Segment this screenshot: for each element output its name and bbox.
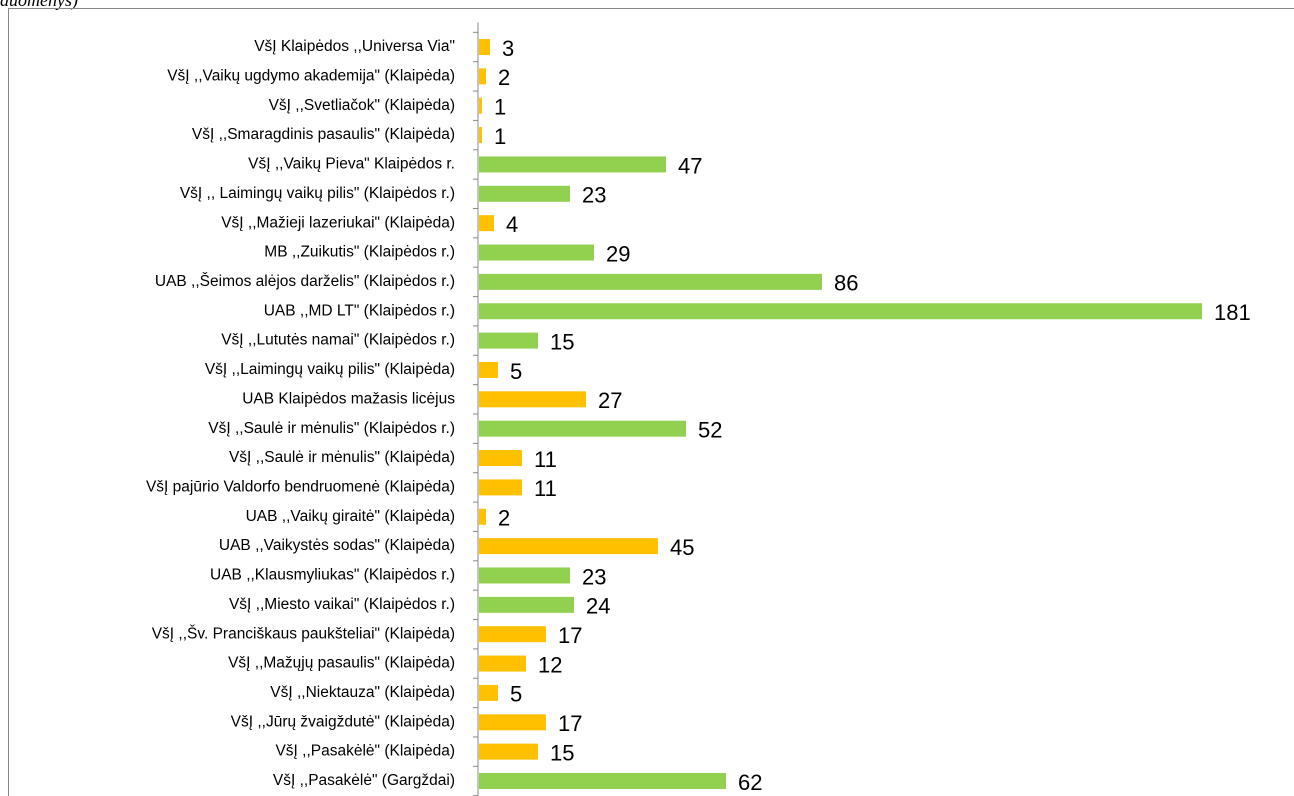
- value-label: 12: [538, 652, 562, 677]
- category-label: VšĮ ,,Vaikų ugdymo akademija" (Klaipėda): [167, 67, 455, 84]
- value-label: 11: [534, 476, 557, 501]
- bar: [479, 127, 482, 144]
- category-label: VšĮ ,,Svetliačok" (Klaipėda): [269, 97, 455, 114]
- value-label: 5: [510, 359, 522, 384]
- bar: [479, 567, 570, 584]
- category-label: VšĮ Klaipėdos ,,Universa Via": [254, 38, 455, 55]
- category-label: VšĮ ,,Pasakėlė" (Klaipėda): [275, 743, 455, 760]
- value-label: 4: [506, 212, 518, 237]
- bar: [479, 479, 522, 496]
- bar: [479, 450, 522, 467]
- category-label: UAB ,,Šeimos alėjos darželis" (Klaipėdos…: [155, 273, 455, 290]
- bar: [479, 743, 538, 760]
- category-label: MB ,,Zuikutis" (Klaipėdos r.): [264, 244, 455, 261]
- value-label: 3: [502, 36, 514, 61]
- value-label: 29: [606, 241, 630, 266]
- bar: [479, 508, 486, 525]
- category-label: VšĮ ,,Pasakėlė" (Gargždai): [273, 772, 455, 789]
- bar: [479, 244, 594, 261]
- category-label: VšĮ ,,Jūrų žvaigždutė" (Klaipėda): [231, 713, 455, 730]
- value-label: 15: [550, 329, 574, 354]
- category-label: VšĮ pajūrio Valdorfo bendruomenė (Klaipė…: [146, 478, 455, 495]
- bar: [479, 391, 586, 408]
- category-label: VšĮ ,,Laimingų vaikų pilis" (Klaipėda): [205, 361, 455, 378]
- value-label: 86: [834, 271, 858, 296]
- bar: [479, 215, 494, 232]
- category-label: UAB ,,Klausmyliukas" (Klaipėdos r.): [210, 567, 455, 584]
- bar: [479, 420, 686, 437]
- bar: [479, 303, 1202, 320]
- category-label: UAB ,,Vaikystės sodas" (Klaipėda): [219, 537, 455, 554]
- bar: [479, 684, 498, 701]
- value-label: 15: [550, 740, 574, 765]
- category-label: VšĮ ,, Laimingų vaikų pilis" (Klaipėdos …: [180, 185, 455, 202]
- bar: [479, 156, 666, 173]
- bar: [479, 332, 538, 349]
- category-label: VšĮ ,,Mažųjų pasaulis" (Klaipėda): [228, 655, 455, 672]
- category-label: VšĮ ,,Šv. Pranciškaus paukšteliai" (Klai…: [152, 625, 455, 642]
- value-label: 27: [598, 388, 622, 413]
- category-label: UAB Klaipėdos mažasis licėjus: [242, 390, 455, 407]
- value-label: 52: [698, 417, 722, 442]
- value-label: 1: [494, 95, 506, 120]
- value-label: 23: [582, 564, 606, 589]
- bar: [479, 596, 574, 613]
- value-label: 1: [494, 124, 506, 149]
- bar: [479, 97, 482, 114]
- category-label: VšĮ ,,Saulė ir mėnulis" (Klaipėda): [229, 449, 455, 466]
- category-label: VšĮ ,,Saulė ir mėnulis" (Klaipėdos r.): [208, 420, 455, 437]
- bar: [479, 273, 822, 290]
- value-label: 181: [1214, 300, 1251, 325]
- category-label: VšĮ ,,Smaragdinis pasaulis" (Klaipėda): [192, 126, 455, 143]
- category-label: VšĮ ,,Niektauza" (Klaipėda): [270, 684, 455, 701]
- category-label: VšĮ ,,Mažieji lazeriukai" (Klaipėda): [221, 214, 455, 231]
- value-label: 47: [678, 153, 702, 178]
- value-label: 17: [558, 711, 582, 736]
- value-label: 5: [510, 682, 522, 707]
- value-label: 45: [670, 535, 694, 560]
- bar: [479, 773, 726, 789]
- bar: [479, 626, 546, 643]
- value-label: 62: [738, 770, 762, 795]
- category-label: VšĮ ,,Lututės namai" (Klaipėdos r.): [221, 332, 455, 349]
- bar: [479, 655, 526, 672]
- bar: [479, 68, 486, 85]
- bar: [479, 39, 490, 55]
- chart-title: duomenys): [0, 0, 78, 11]
- value-label: 11: [534, 447, 557, 472]
- value-label: 24: [586, 594, 610, 619]
- bar: [479, 714, 546, 731]
- category-label: VšĮ ,,Miesto vaikai" (Klaipėdos r.): [229, 596, 455, 613]
- bar: [479, 185, 570, 202]
- bar: [479, 361, 498, 378]
- value-label: 2: [498, 65, 510, 90]
- bar: [479, 538, 658, 555]
- value-label: 17: [558, 623, 582, 648]
- category-label: UAB ,,Vaikų giraitė" (Klaipėda): [246, 508, 455, 525]
- category-label: VšĮ ,,Vaikų Pieva" Klaipėdos r.: [248, 156, 455, 173]
- category-label: UAB ,,MD LT" (Klaipėdos r.): [264, 302, 455, 319]
- value-label: 2: [498, 506, 510, 531]
- value-label: 23: [582, 183, 606, 208]
